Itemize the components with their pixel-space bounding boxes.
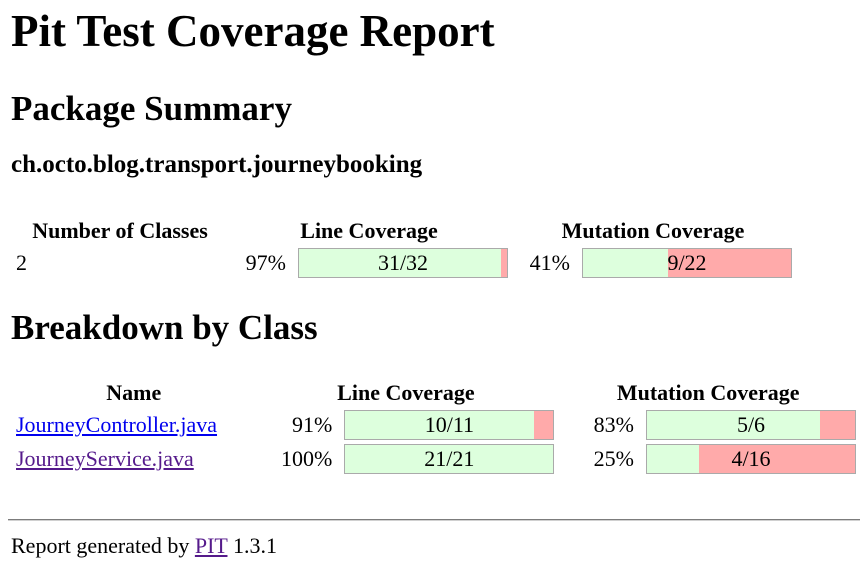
- coverage-bar-fill: [583, 248, 669, 277]
- mutation-coverage-percent: 83%: [593, 411, 634, 437]
- class-row: JourneyController.java 91% 10/11 83% 5/6: [14, 409, 858, 440]
- line-coverage-bar: 31/32: [298, 247, 508, 278]
- class-line-coverage-cell: 100% 21/21: [255, 443, 556, 474]
- class-mutation-coverage-cell: 83% 5/6: [558, 409, 858, 440]
- class-link-journeycontroller[interactable]: JourneyController.java: [16, 411, 218, 437]
- class-name-cell: JourneyService.java: [14, 444, 253, 474]
- class-line-coverage-cell: 91% 10/11: [255, 409, 556, 440]
- column-header-mutation-coverage: Mutation Coverage: [616, 379, 800, 405]
- number-of-classes-value: 2: [16, 249, 27, 275]
- column-header-name: Name: [106, 379, 162, 405]
- footer-version: 1.3.1: [232, 532, 277, 558]
- coverage-bar-fill: [647, 410, 821, 439]
- package-mutation-coverage-cell: 41% 9/22: [512, 247, 794, 278]
- class-mutation-coverage-cell: 25% 4/16: [558, 443, 858, 474]
- footer: Report generated by PIT 1.3.1: [11, 533, 860, 559]
- table-header-row: Name Line Coverage Mutation Coverage: [14, 380, 858, 406]
- class-breakdown-table: Name Line Coverage Mutation Coverage Jou…: [12, 376, 860, 478]
- column-header-line-coverage: Line Coverage: [300, 217, 438, 243]
- line-coverage-percent: 100%: [281, 445, 333, 471]
- coverage-bar-legend: 21/21: [424, 445, 475, 471]
- coverage-bar-fill: [299, 248, 501, 277]
- package-summary-table: Number of Classes Line Coverage Mutation…: [12, 214, 796, 282]
- page-title: Pit Test Coverage Report: [11, 6, 495, 56]
- coverage-bar-legend: 31/32: [377, 249, 429, 275]
- class-name-cell: JourneyController.java: [14, 410, 253, 440]
- coverage-bar-fill: [345, 410, 535, 439]
- pit-link[interactable]: PIT: [194, 532, 228, 558]
- footer-text: Report generated by: [11, 532, 190, 558]
- line-coverage-percent: 97%: [245, 249, 286, 275]
- mutation-coverage-percent: 25%: [593, 445, 634, 471]
- coverage-bar-fill: [345, 444, 554, 473]
- class-row: JourneyService.java 100% 21/21 25% 4/16: [14, 443, 858, 474]
- column-header-mutation-coverage: Mutation Coverage: [561, 217, 745, 243]
- coverage-bar-fill: [647, 444, 699, 473]
- mutation-coverage-percent: 41%: [529, 249, 570, 275]
- line-coverage-bar: 21/21: [344, 443, 555, 474]
- package-summary-heading: Package Summary: [11, 88, 292, 128]
- column-header-line-coverage: Line Coverage: [337, 379, 475, 405]
- mutation-coverage-bar: 4/16: [646, 443, 856, 474]
- package-summary-row: 2 97% 31/32 41% 9/22: [14, 247, 794, 278]
- mutation-coverage-bar: 9/22: [582, 247, 792, 278]
- mutation-coverage-bar: 5/6: [646, 409, 856, 440]
- class-link-journeyservice[interactable]: JourneyService.java: [16, 445, 194, 471]
- coverage-bar-legend: 10/11: [424, 411, 474, 437]
- footer-divider: [8, 518, 860, 521]
- breakdown-heading: Breakdown by Class: [11, 307, 318, 347]
- column-header-number-of-classes: Number of Classes: [32, 217, 208, 243]
- coverage-bar-legend: 4/16: [731, 445, 771, 471]
- line-coverage-bar: 10/11: [344, 409, 555, 440]
- package-line-coverage-cell: 97% 31/32: [228, 247, 510, 278]
- coverage-bar-legend: 5/6: [736, 411, 766, 437]
- package-name: ch.octo.blog.transport.journeybooking: [11, 150, 423, 178]
- coverage-bar-legend: 9/22: [667, 249, 707, 275]
- table-header-row: Number of Classes Line Coverage Mutation…: [14, 218, 794, 244]
- line-coverage-percent: 91%: [292, 411, 333, 437]
